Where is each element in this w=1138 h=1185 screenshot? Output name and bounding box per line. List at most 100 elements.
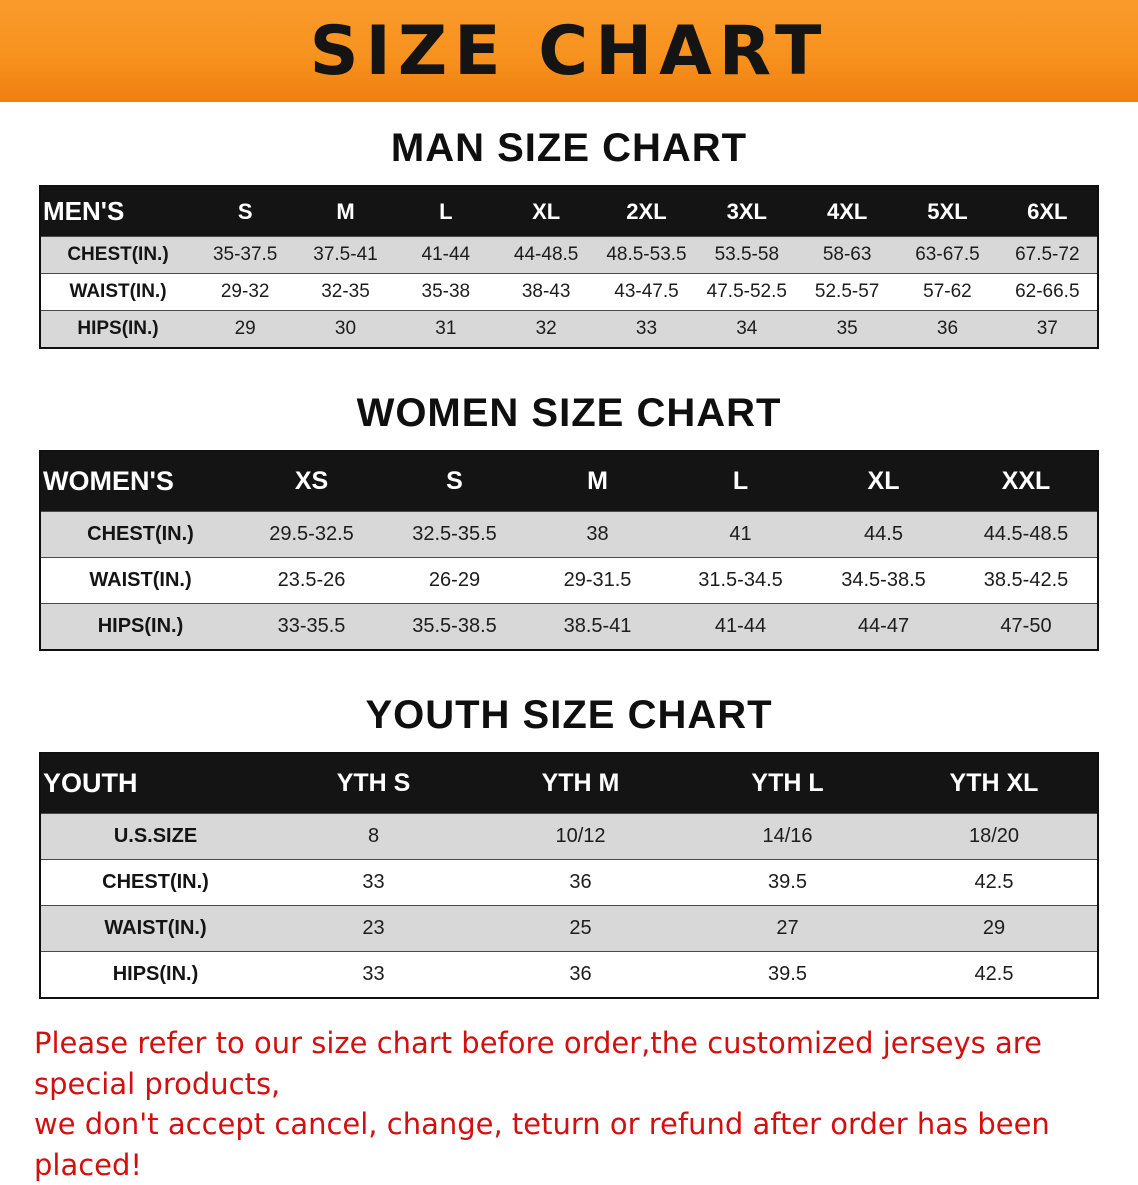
size-value: 8 (367, 825, 380, 847)
size-value: 33 (635, 318, 658, 339)
size-value: 62-66.5 (1015, 281, 1080, 302)
size-column-header: XL (495, 186, 597, 237)
row-label: WAIST(IN.) (104, 917, 207, 939)
man-size-chart-section: MAN SIZE CHART MEN'S S M L XL 2XL 3XL 4XL 5XL 6XL… (0, 126, 1138, 349)
order-policy-note: Please refer to our size chart before or… (34, 1023, 1104, 1185)
table-header-row: WOMEN'S XS S M L XL XXL (40, 451, 1098, 512)
size-value: 41 (729, 523, 752, 545)
table-row: HIPS(IN.) 33 36 39.5 42.5 (40, 951, 1098, 998)
size-column-header: YTH L (684, 753, 891, 814)
size-value: 35-37.5 (212, 244, 278, 265)
size-value: 29.5-32.5 (269, 523, 354, 545)
size-value: 67.5-72 (1015, 244, 1080, 265)
row-label: HIPS(IN.) (97, 615, 184, 637)
table-corner-label: MEN'S (40, 186, 195, 237)
size-value: 32-35 (321, 281, 370, 302)
size-column-header: S (383, 451, 526, 512)
size-value: 27 (776, 917, 799, 939)
table-row: CHEST(IN.) 29.5-32.5 32.5-35.5 38 41 44.5 44.5… (40, 511, 1098, 558)
size-value: 47.5-52.5 (706, 281, 787, 302)
banner-title: SIZE CHART (309, 11, 829, 91)
size-value: 10/12 (555, 825, 606, 847)
row-label: CHEST(IN.) (87, 523, 194, 545)
table-row: CHEST(IN.) 33 36 39.5 42.5 (40, 859, 1098, 906)
size-value: 34.5-38.5 (841, 569, 926, 591)
size-column-header: 2XL (596, 186, 697, 237)
size-value: 29-32 (220, 281, 270, 302)
man-size-chart-heading: MAN SIZE CHART (390, 126, 748, 170)
women-size-table: WOMEN'S XS S M L XL XXL CHEST(IN.) 29.5-32.5 32.5… (39, 450, 1099, 651)
youth-size-chart-heading: YOUTH SIZE CHART (365, 693, 773, 737)
size-value: 33-35.5 (277, 615, 346, 637)
size-value: 47-50 (1000, 615, 1052, 637)
size-chart-banner: SIZE CHART (0, 0, 1138, 102)
women-size-chart-heading: WOMEN SIZE CHART (356, 391, 782, 435)
size-column-header: 6XL (997, 186, 1098, 237)
size-value: 44-47 (857, 615, 910, 637)
size-value: 30 (334, 318, 357, 339)
size-value: 38.5-42.5 (983, 569, 1069, 591)
size-value: 39.5 (768, 963, 807, 985)
size-column-header: L (669, 451, 812, 512)
women-size-chart-section: WOMEN SIZE CHART WOMEN'S XS S M L XL XXL CHEST(… (0, 391, 1138, 651)
table-row: HIPS(IN.) 29 30 31 32 33 34 35 36 37 (40, 310, 1098, 348)
size-value: 23.5-26 (277, 569, 346, 591)
size-value: 48.5-53.5 (606, 244, 687, 265)
youth-size-table: YOUTH YTH S YTH M YTH L YTH XL U.S.SIZE 8 10/12… (39, 752, 1099, 999)
size-value: 57-62 (923, 281, 972, 302)
size-value: 42.5 (974, 871, 1014, 893)
table-row: WAIST(IN.) 29-32 32-35 35-38 38-43 43-47.5 47.… (40, 273, 1098, 311)
size-column-header: XL (812, 451, 955, 512)
size-value: 42.5 (974, 963, 1014, 985)
size-value: 36 (569, 871, 592, 893)
size-value: 35 (836, 318, 858, 339)
size-value: 35.5-38.5 (412, 615, 497, 637)
table-header-row: YOUTH YTH S YTH M YTH L YTH XL (40, 753, 1098, 814)
size-value: 44-48.5 (513, 244, 579, 265)
size-value: 29-31.5 (563, 569, 632, 591)
size-column-header: M (526, 451, 669, 512)
youth-size-chart-section: YOUTH SIZE CHART YOUTH YTH S YTH M YTH L YTH… (0, 693, 1138, 999)
size-value: 39.5 (768, 871, 807, 893)
table-row: WAIST(IN.) 23 25 27 29 (40, 905, 1098, 952)
table-row: CHEST(IN.) 35-37.5 37.5-41 41-44 44-48.5 48.5… (40, 236, 1098, 274)
size-value: 44.5 (864, 523, 903, 545)
size-value: 35-38 (421, 281, 471, 302)
size-column-header: 3XL (696, 186, 797, 237)
size-column-header: YTH XL (891, 753, 1098, 814)
size-value: 38.5-41 (563, 615, 632, 637)
size-value: 38 (586, 523, 609, 545)
size-value: 37.5-41 (313, 244, 378, 265)
size-value: 33 (362, 871, 385, 893)
size-value: 36 (936, 318, 959, 339)
size-value: 23 (362, 917, 385, 939)
row-label: CHEST(IN.) (67, 244, 169, 265)
row-label: HIPS(IN.) (112, 963, 199, 985)
size-value: 14/16 (762, 825, 813, 847)
size-column-header: M (295, 186, 396, 237)
size-value: 38-43 (521, 281, 571, 302)
size-value: 37 (1036, 318, 1058, 339)
size-value: 36 (569, 963, 592, 985)
size-value: 31.5-34.5 (698, 569, 783, 591)
table-row: HIPS(IN.) 33-35.5 35.5-38.5 38.5-41 41-44 44-… (40, 603, 1098, 650)
size-value: 58-63 (822, 244, 872, 265)
order-policy-line-1: Please refer to our size chart before or… (34, 1026, 1042, 1101)
size-column-header: YTH S (270, 753, 477, 814)
size-column-header: XXL (955, 451, 1098, 512)
size-column-header: S (195, 186, 296, 237)
table-corner-label: YOUTH (40, 753, 270, 814)
size-column-header: XS (240, 451, 383, 512)
size-value: 31 (435, 318, 457, 339)
size-value: 44.5-48.5 (983, 523, 1069, 545)
row-label: WAIST(IN.) (69, 281, 167, 302)
row-label: WAIST(IN.) (89, 569, 192, 591)
size-value: 41-44 (714, 615, 767, 637)
size-value: 32 (535, 318, 557, 339)
size-value: 43-47.5 (614, 281, 679, 302)
size-value: 26-29 (428, 569, 481, 591)
size-value: 52.5-57 (814, 281, 880, 302)
size-column-header: 5XL (897, 186, 998, 237)
row-label: U.S.SIZE (113, 825, 198, 847)
size-value: 32.5-35.5 (412, 523, 497, 545)
